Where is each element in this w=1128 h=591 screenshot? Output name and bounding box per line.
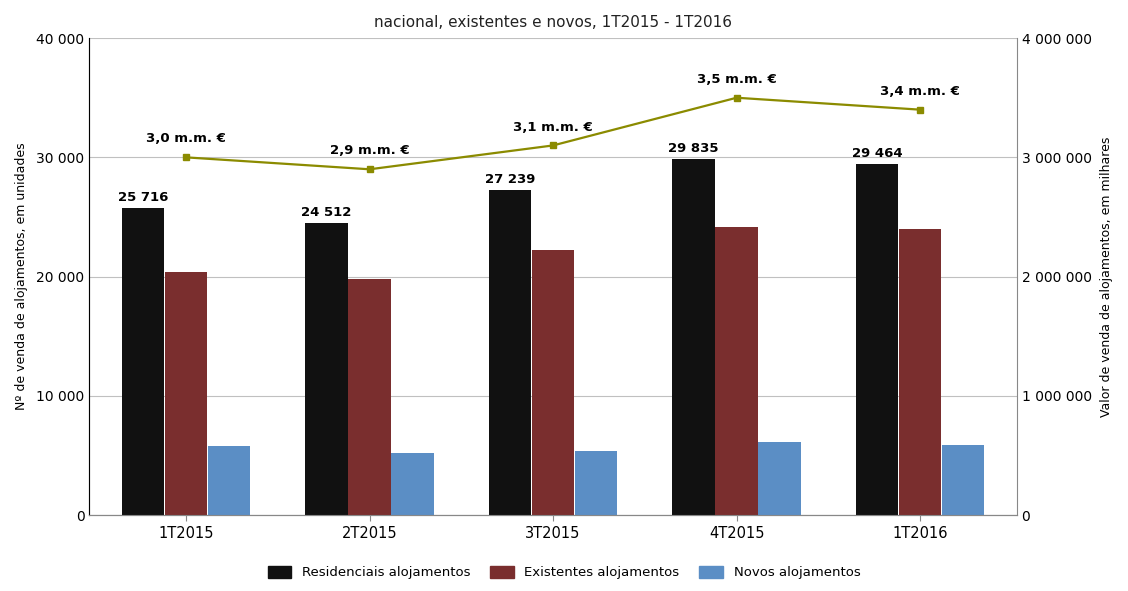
Text: 29 835: 29 835	[669, 142, 719, 155]
Text: 3,0 m.m. €: 3,0 m.m. €	[147, 132, 226, 145]
Bar	[672, 160, 715, 515]
Bar	[531, 251, 574, 515]
Bar	[349, 279, 390, 515]
Bar	[758, 443, 801, 515]
Bar	[165, 272, 208, 515]
Bar	[715, 226, 758, 515]
Bar	[856, 164, 898, 515]
Y-axis label: Valor de venda de alojamentos, em milhares: Valor de venda de alojamentos, em milhar…	[1100, 137, 1113, 417]
Bar	[208, 446, 250, 515]
Text: 29 464: 29 464	[852, 147, 902, 160]
Y-axis label: Nº de venda de alojamentos, em unidades: Nº de venda de alojamentos, em unidades	[15, 143, 28, 410]
Bar	[306, 223, 347, 515]
Text: 3,4 m.m. €: 3,4 m.m. €	[880, 85, 960, 98]
Bar	[942, 445, 985, 515]
Text: 24 512: 24 512	[301, 206, 352, 219]
Bar	[391, 453, 434, 515]
Text: 27 239: 27 239	[485, 173, 536, 186]
Text: 3,1 m.m. €: 3,1 m.m. €	[513, 121, 593, 134]
Text: 3,5 m.m. €: 3,5 m.m. €	[697, 73, 776, 86]
Text: 25 716: 25 716	[117, 191, 168, 204]
Text: 2,9 m.m. €: 2,9 m.m. €	[329, 144, 409, 157]
Bar	[575, 451, 617, 515]
Bar	[122, 209, 165, 515]
Bar	[488, 190, 531, 515]
Legend: Residenciais alojamentos, Existentes alojamentos, Novos alojamentos: Residenciais alojamentos, Existentes alo…	[263, 560, 865, 584]
Bar	[899, 229, 942, 515]
Title: nacional, existentes e novos, 1T2015 - 1T2016: nacional, existentes e novos, 1T2015 - 1…	[374, 15, 732, 30]
